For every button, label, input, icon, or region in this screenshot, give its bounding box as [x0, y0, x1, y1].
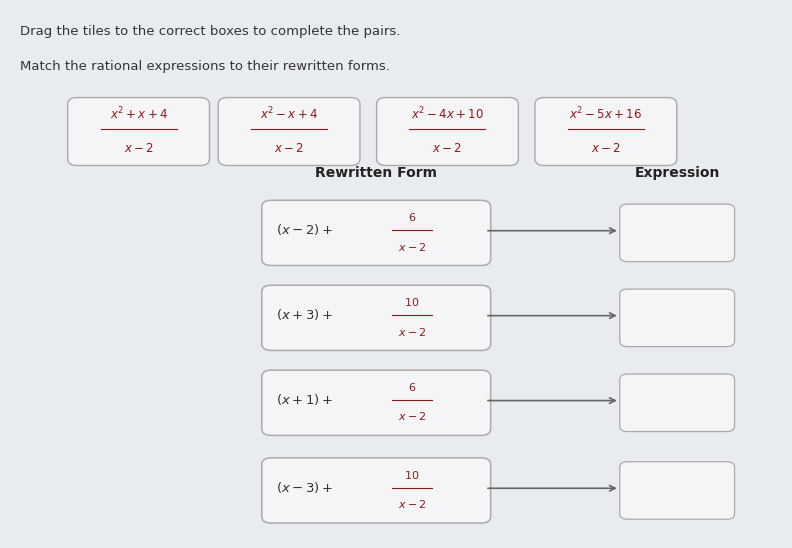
FancyBboxPatch shape	[261, 286, 490, 351]
Text: Rewritten Form: Rewritten Form	[315, 165, 437, 180]
Text: $(x-2)+$: $(x-2)+$	[276, 222, 333, 237]
FancyBboxPatch shape	[261, 201, 490, 266]
Text: $x-2$: $x-2$	[124, 142, 154, 156]
Text: $x-2$: $x-2$	[432, 142, 463, 156]
Text: $x-2$: $x-2$	[398, 410, 426, 423]
Text: $6$: $6$	[408, 381, 416, 393]
Text: $(x+3)+$: $(x+3)+$	[276, 307, 333, 322]
Text: $x^2-x+4$: $x^2-x+4$	[260, 106, 318, 122]
Text: Expression: Expression	[634, 165, 720, 180]
Text: $10$: $10$	[404, 296, 420, 308]
Text: $x-2$: $x-2$	[591, 142, 621, 156]
Text: $x-2$: $x-2$	[274, 142, 304, 156]
Text: $(x+1)+$: $(x+1)+$	[276, 392, 333, 407]
FancyBboxPatch shape	[620, 289, 735, 347]
FancyBboxPatch shape	[68, 98, 209, 165]
Text: $x^2+x+4$: $x^2+x+4$	[109, 106, 168, 122]
FancyBboxPatch shape	[620, 204, 735, 262]
Text: $x-2$: $x-2$	[398, 498, 426, 510]
FancyBboxPatch shape	[535, 98, 676, 165]
FancyBboxPatch shape	[261, 458, 490, 523]
Text: $10$: $10$	[404, 469, 420, 481]
FancyBboxPatch shape	[218, 98, 360, 165]
Text: $6$: $6$	[408, 211, 416, 223]
FancyBboxPatch shape	[261, 370, 490, 435]
Text: Match the rational expressions to their rewritten forms.: Match the rational expressions to their …	[20, 60, 390, 73]
FancyBboxPatch shape	[620, 374, 735, 432]
Text: $x-2$: $x-2$	[398, 326, 426, 338]
FancyBboxPatch shape	[377, 98, 518, 165]
Text: $x^2-4x+10$: $x^2-4x+10$	[411, 106, 484, 122]
Text: $x^2-5x+16$: $x^2-5x+16$	[569, 106, 642, 122]
Text: $x-2$: $x-2$	[398, 241, 426, 253]
Text: $(x-3)+$: $(x-3)+$	[276, 480, 333, 495]
Text: Drag the tiles to the correct boxes to complete the pairs.: Drag the tiles to the correct boxes to c…	[20, 25, 400, 38]
FancyBboxPatch shape	[620, 461, 735, 520]
